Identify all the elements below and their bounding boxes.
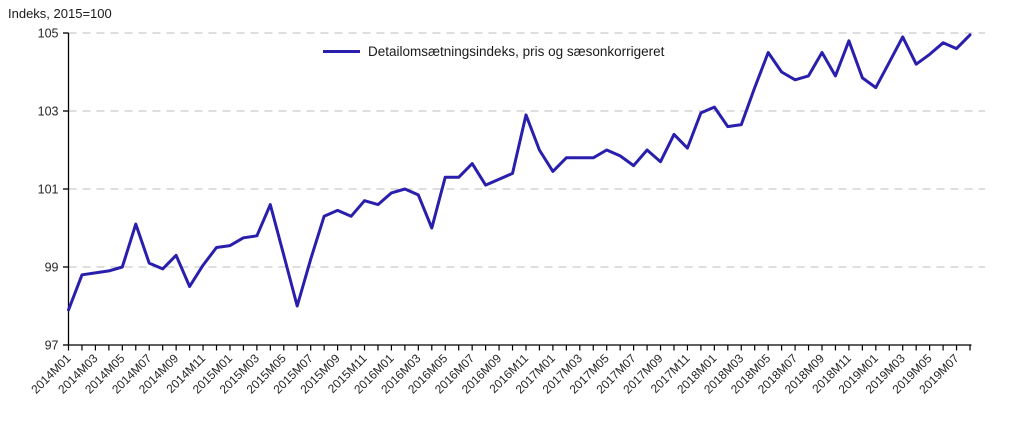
legend: Detailomsætningsindeks, pris og sæsonkor… bbox=[323, 44, 664, 59]
y-tick-label: 97 bbox=[45, 339, 59, 353]
y-tick-label: 99 bbox=[45, 261, 59, 275]
chart-title: Indeks, 2015=100 bbox=[8, 6, 112, 21]
y-tick-label: 105 bbox=[38, 27, 59, 41]
legend-line-swatch bbox=[323, 50, 360, 53]
legend-label: Detailomsætningsindeks, pris og sæsonkor… bbox=[368, 44, 665, 59]
y-tick-label: 103 bbox=[38, 105, 59, 119]
data-line bbox=[67, 33, 972, 312]
y-tick-label: 101 bbox=[38, 183, 59, 197]
